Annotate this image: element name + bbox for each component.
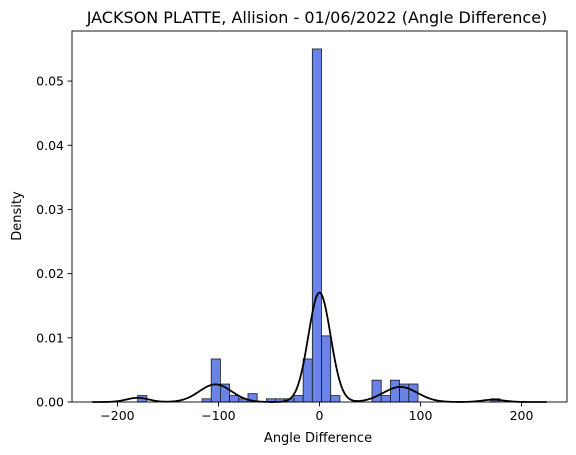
histogram-bar (380, 395, 391, 403)
histogram-bar (210, 358, 221, 403)
histogram-bar (229, 395, 240, 403)
histogram-bar (371, 379, 382, 403)
histogram-bar (201, 398, 212, 403)
histogram-bar (321, 335, 332, 403)
x-axis-label: Angle Difference (264, 431, 372, 446)
x-tick-label: 100 (409, 408, 433, 423)
histogram-bars (137, 48, 501, 403)
x-tick-label: 0 (316, 408, 324, 423)
x-tick-label: 200 (510, 408, 534, 423)
histogram-bar (330, 395, 341, 403)
histogram-bar (302, 358, 313, 403)
x-tick-label: −100 (201, 408, 235, 423)
y-tick-label: 0.01 (36, 330, 64, 345)
y-axis-ticks: 0.00 0.01 0.02 0.03 0.04 0.05 (36, 74, 72, 410)
y-tick-label: 0.05 (36, 74, 64, 89)
y-tick-label: 0.03 (36, 202, 64, 217)
chart-title: JACKSON PLATTE, Allision - 01/06/2022 (A… (86, 8, 548, 27)
y-tick-label: 0.04 (36, 138, 64, 153)
histogram-bar (293, 395, 304, 403)
x-tick-label: −200 (100, 408, 134, 423)
x-axis-ticks: −200 −100 0 100 200 (100, 402, 534, 423)
plot-frame (71, 30, 568, 403)
histogram-bar (311, 48, 322, 403)
y-tick-label: 0.02 (36, 266, 64, 281)
y-tick-label: 0.00 (36, 395, 64, 410)
y-axis-label: Density (10, 191, 25, 241)
histogram-bar (390, 379, 401, 403)
